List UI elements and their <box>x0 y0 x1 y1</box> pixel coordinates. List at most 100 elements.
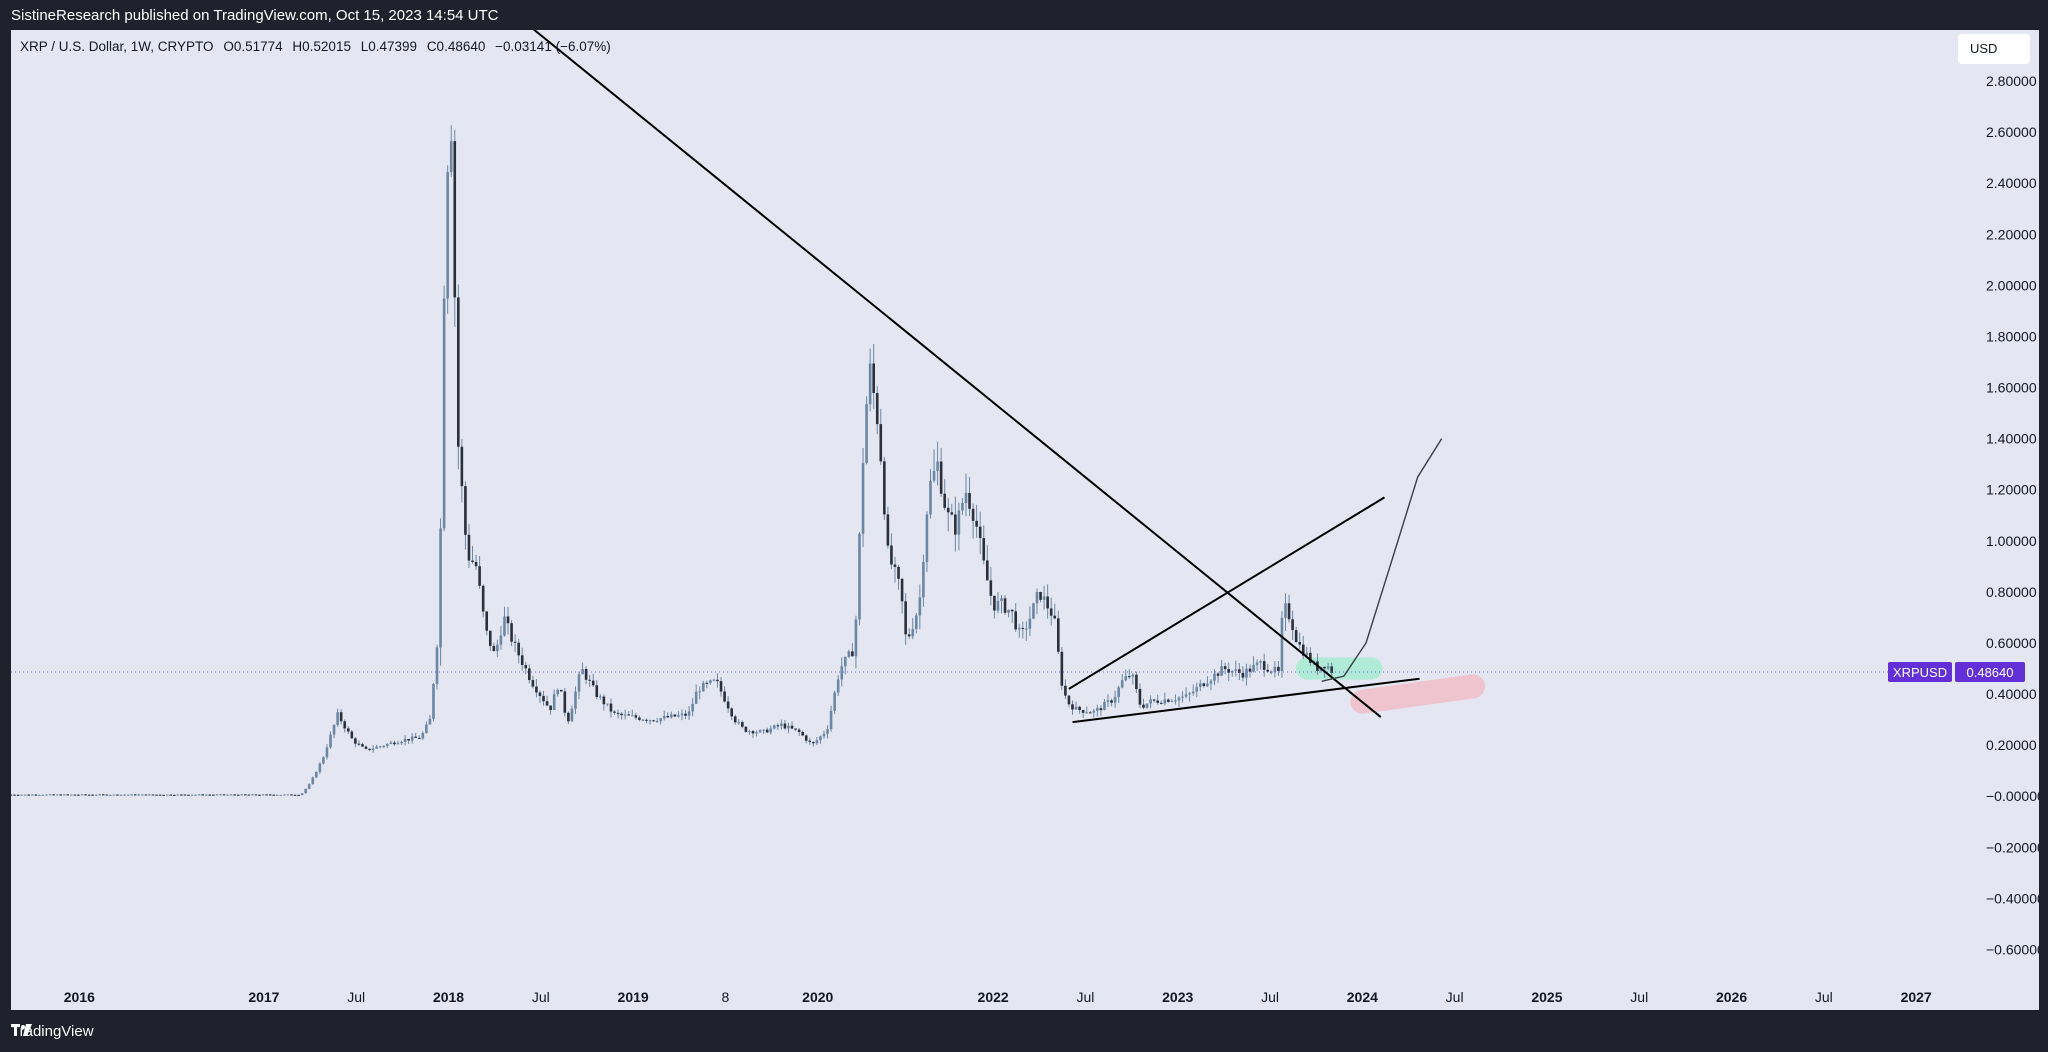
candle-body <box>173 794 176 796</box>
candle-body <box>1195 686 1199 692</box>
candle-body <box>1206 683 1209 687</box>
x-tick-label: 2023 <box>1162 989 1193 1005</box>
candle-body <box>552 694 556 710</box>
candle-body <box>307 784 311 789</box>
last-price-badge <box>1955 661 2025 682</box>
candle-body <box>559 689 563 692</box>
price-chart[interactable]: 2.80000 2.60000 2.40000 2.20000 2.00000 1.800… <box>11 30 2039 1010</box>
candle-body <box>815 740 819 744</box>
candle-body <box>1188 693 1191 695</box>
candle-body <box>325 747 329 758</box>
candle-body <box>1152 699 1156 701</box>
candle-body <box>151 794 155 796</box>
candle-body <box>180 794 183 796</box>
candle-body <box>38 794 41 796</box>
candle-body <box>524 665 528 669</box>
candle-body <box>638 717 641 720</box>
candle-body <box>900 578 904 602</box>
candle-body <box>1241 672 1245 678</box>
candle-body <box>1042 596 1046 600</box>
candle-body <box>382 745 386 747</box>
candle-body <box>535 686 538 693</box>
candle-body <box>620 713 623 716</box>
candle-body <box>829 710 833 730</box>
publish-bar: SistineResearch published on TradingView… <box>0 0 2048 30</box>
candle-body <box>847 651 851 657</box>
candle-body <box>698 691 702 693</box>
candle-body <box>34 794 38 796</box>
symbol-badge <box>1888 661 1952 682</box>
candle-body <box>98 794 102 796</box>
candle-body <box>1145 703 1149 708</box>
y-tick-label: 1.20000 <box>1986 482 2037 498</box>
candle-body <box>819 736 822 741</box>
candle-body <box>677 715 680 717</box>
candle-body <box>428 718 432 725</box>
candle-body <box>1298 642 1302 645</box>
candle-body <box>719 681 723 692</box>
candle-body <box>158 794 162 796</box>
y-tick-label: 2.60000 <box>1986 124 2037 140</box>
candle-body <box>1092 710 1096 713</box>
candle-body <box>780 723 783 726</box>
candle-body <box>204 794 208 796</box>
candle-body <box>510 623 513 642</box>
candle-body <box>1099 708 1103 711</box>
candle-body <box>375 746 378 749</box>
candle-body <box>31 794 34 796</box>
candle-body <box>936 461 939 472</box>
candle-body <box>364 746 368 749</box>
currency-button[interactable]: USD <box>1958 34 2030 64</box>
candle-body <box>623 714 627 716</box>
candle-body <box>464 486 467 535</box>
candle-body <box>1025 628 1028 630</box>
candle-body <box>989 580 993 596</box>
candle-body <box>417 737 421 739</box>
candle-body <box>208 794 212 796</box>
candle-body <box>354 738 357 744</box>
candle-body <box>488 630 492 646</box>
candle-body <box>233 794 236 796</box>
candle-body <box>1049 608 1053 616</box>
candle-body <box>801 731 804 736</box>
candle-body <box>808 740 812 742</box>
candle-body <box>556 689 560 695</box>
tradingview-logo-icon <box>11 1024 32 1036</box>
candle-body <box>783 723 787 729</box>
x-tick-label: 2026 <box>1716 989 1747 1005</box>
candle-body <box>957 510 961 535</box>
candle-body <box>964 492 968 503</box>
candle-body <box>201 794 205 796</box>
candle-body <box>297 794 300 796</box>
candle-body <box>1120 680 1124 688</box>
red-zone <box>1350 674 1486 714</box>
candle-body <box>11 794 13 796</box>
footer-bar: TradingView <box>0 1010 2048 1052</box>
brand[interactable]: TradingView <box>11 1023 94 1040</box>
candle-body <box>1234 669 1238 671</box>
candle-body <box>954 514 957 535</box>
candle-body <box>797 729 801 732</box>
candle-body <box>911 628 915 637</box>
ohlc-high: H0.52015 <box>292 39 351 54</box>
candle-body <box>1088 712 1092 714</box>
candle-body <box>872 363 875 393</box>
candle-body <box>1067 695 1071 705</box>
candle-body <box>62 794 66 796</box>
x-tick-label: Jul <box>532 989 550 1005</box>
candle-body <box>265 794 268 796</box>
candle-body <box>673 714 677 717</box>
candle-body <box>769 728 773 733</box>
x-tick-label: 2024 <box>1347 989 1378 1005</box>
candle-body <box>126 794 130 796</box>
candle-body <box>332 724 336 735</box>
candle-body <box>1280 617 1284 671</box>
candle-body <box>1032 603 1035 619</box>
publish-info: SistineResearch published on TradingView… <box>11 7 499 24</box>
chart-area[interactable]: 2.80000 2.60000 2.40000 2.20000 2.00000 1.800… <box>11 30 2039 1010</box>
candle-body <box>322 757 325 764</box>
candle-body <box>630 715 634 717</box>
candle-body <box>279 794 283 796</box>
candle-body <box>868 363 872 405</box>
y-tick-label: −0.20000 <box>1986 839 2039 855</box>
